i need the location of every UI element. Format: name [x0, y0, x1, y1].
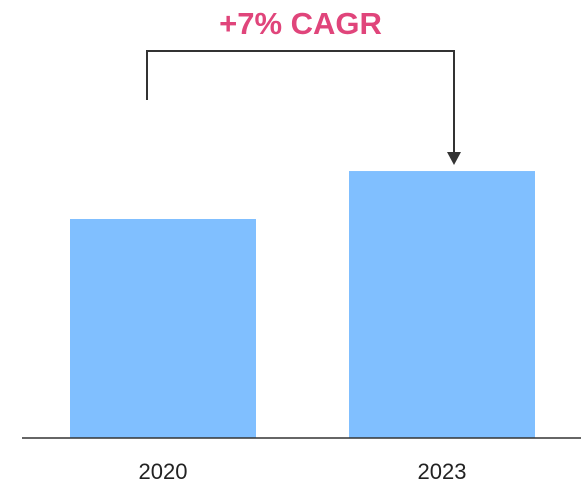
cagr-label: +7% CAGR: [219, 6, 382, 41]
bar-2020: [70, 219, 256, 438]
arrow-down-icon: [447, 152, 461, 166]
x-tick-labels: 2020 2023: [139, 459, 467, 484]
cagr-bracket: [146, 50, 455, 153]
cagr-annotation: +7% CAGR: [146, 6, 461, 166]
x-tick-label-2023: 2023: [418, 459, 467, 484]
bar-2023: [349, 171, 535, 438]
x-tick-label-2020: 2020: [139, 459, 188, 484]
bars-group: [70, 171, 535, 438]
